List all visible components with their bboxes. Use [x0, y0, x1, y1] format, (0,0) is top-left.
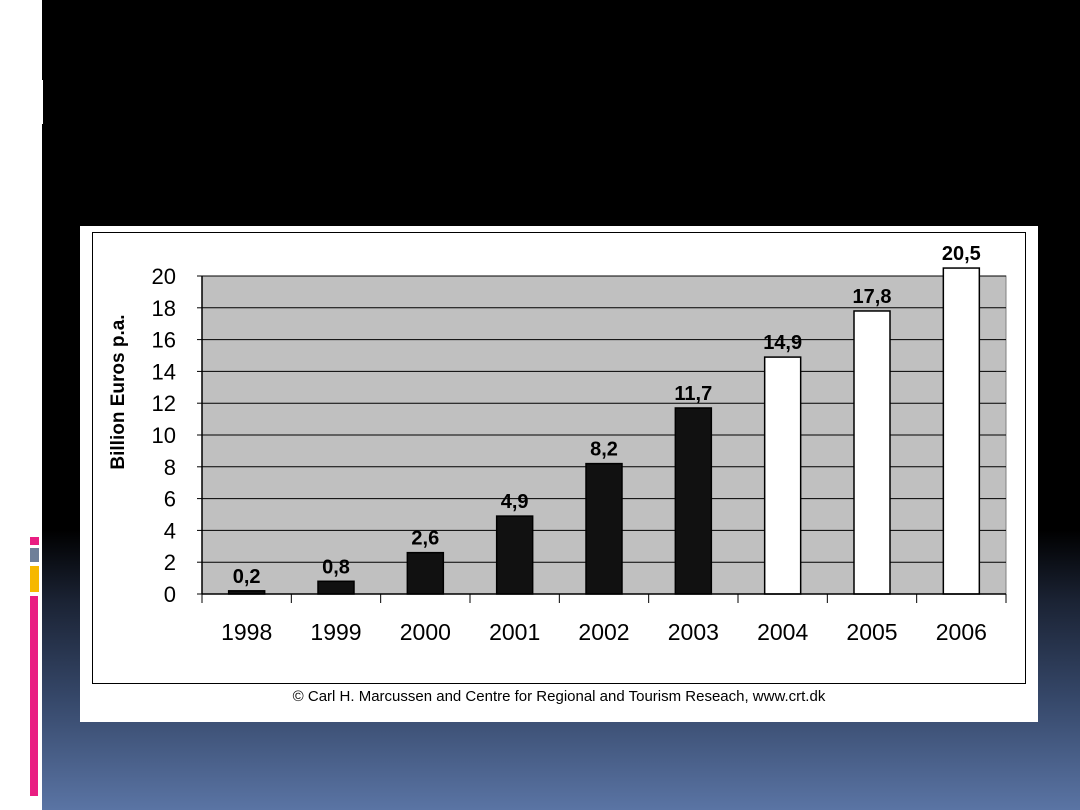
- x-tick-label-2005: 2005: [846, 619, 897, 645]
- data-label-2000: 2,6: [411, 528, 439, 550]
- slide-logo-icon: [23, 80, 43, 124]
- accent-square-yellow: [30, 566, 39, 592]
- y-axis-label: Billion Euros p.a.: [108, 314, 129, 469]
- y-tick-label: 10: [152, 423, 176, 448]
- y-tick-label: 12: [152, 391, 176, 416]
- bar-2005: [853, 310, 891, 595]
- data-label-2001: 4,9: [501, 491, 529, 513]
- data-label-2003: 11,7: [674, 383, 712, 405]
- y-tick-label: 16: [152, 328, 176, 353]
- bar-2004: [763, 356, 802, 595]
- bar-2003: [674, 407, 713, 595]
- accent-square-pink: [30, 537, 39, 545]
- bar-chart: 0,2 0,8 2,6 4,9 8,2 11,7 14,9 17,8 20,5 0 2 4 6 8 10 1…: [108, 243, 1007, 645]
- y-tick-label: 8: [164, 455, 176, 480]
- x-tick-label-2002: 2002: [578, 619, 629, 645]
- bar-1999: [317, 580, 355, 595]
- bar-2000: [406, 551, 445, 595]
- bar-2001: [495, 515, 534, 595]
- x-tick-label-2004: 2004: [757, 619, 808, 645]
- data-label-2006: 20,5: [942, 243, 981, 265]
- y-tick-label: 14: [152, 359, 176, 384]
- x-tick-label-2001: 2001: [489, 619, 540, 645]
- y-tick-label: 2: [164, 550, 176, 575]
- data-label-1998: 0,2: [233, 566, 261, 588]
- x-tick-label-2006: 2006: [936, 619, 987, 645]
- x-tick-label-1998: 1998: [221, 619, 272, 645]
- bar-2002: [585, 462, 623, 595]
- y-tick-label: 20: [152, 264, 176, 289]
- data-label-1999: 0,8: [322, 556, 350, 578]
- y-tick-label: 6: [164, 487, 176, 512]
- chart-card: 0,2 0,8 2,6 4,9 8,2 11,7 14,9 17,8 20,5 0 2 4 6 8 10 1…: [80, 226, 1038, 722]
- data-label-2004: 14,9: [763, 332, 802, 354]
- x-tick-label-1999: 1999: [310, 619, 361, 645]
- x-tick-label-2000: 2000: [400, 619, 451, 645]
- data-label-2005: 17,8: [853, 286, 892, 308]
- y-tick-label: 0: [164, 582, 176, 607]
- x-tick-label-2003: 2003: [668, 619, 719, 645]
- accent-square-gray: [30, 548, 39, 562]
- chart-credit: © Carl H. Marcussen and Centre for Regio…: [292, 688, 826, 705]
- y-tick-label: 18: [152, 296, 176, 321]
- bar-2006: [942, 267, 981, 595]
- accent-bar-pink: [30, 596, 38, 796]
- data-label-2002: 8,2: [590, 439, 618, 461]
- y-tick-label: 4: [164, 518, 176, 543]
- chart-frame: [92, 232, 1026, 684]
